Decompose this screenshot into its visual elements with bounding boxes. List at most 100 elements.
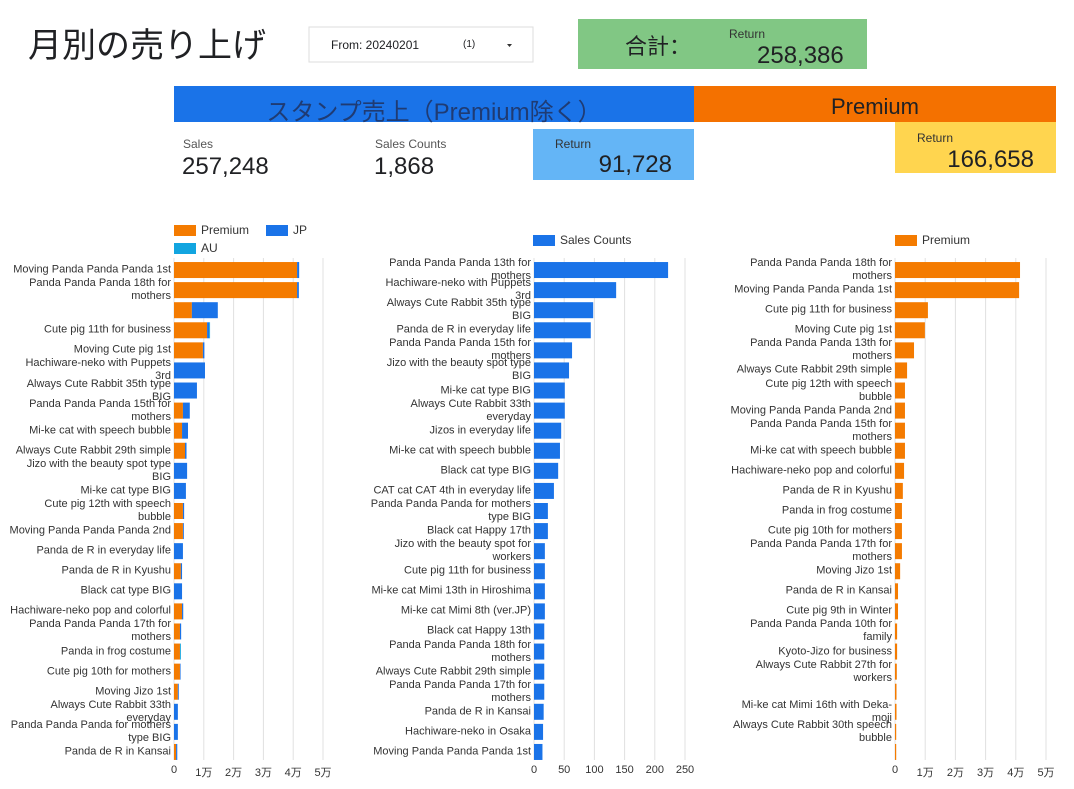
bar — [174, 382, 197, 399]
bar — [182, 402, 190, 419]
y-tick-label: Panda Panda Panda 18th for mothers — [389, 638, 531, 664]
stamp-section-title: スタンプ売上（Premium除く） — [266, 99, 602, 126]
x-tick-label: 2万 — [225, 767, 243, 779]
bar — [895, 342, 915, 359]
filter-label[interactable]: From: 20240201 — [331, 38, 420, 52]
y-tick-label: Panda Panda Panda 17th for mothers — [29, 618, 171, 644]
y-tick-label: Moving Panda Panda Panda 1st — [373, 745, 531, 758]
bar — [895, 382, 905, 399]
y-tick-label: Moving Panda Panda Panda 2nd — [9, 524, 171, 537]
bar — [895, 583, 899, 600]
x-tick-label: 2万 — [946, 767, 964, 779]
y-tick-label: Always Cute Rabbit 29th simple — [15, 444, 171, 457]
stamp-banner — [174, 86, 694, 122]
y-tick-label: Cute pig 9th in Winter — [786, 604, 892, 617]
scorecard-value: 166,658 — [947, 146, 1034, 173]
y-tick-label: Black cat Happy 17th — [427, 524, 531, 537]
y-tick-label: Panda Panda Panda for mothers type BIG — [10, 718, 171, 744]
bar — [534, 342, 573, 359]
y-tick-label: Panda Panda Panda 18th for mothers — [750, 257, 892, 283]
y-tick-label: Panda Panda Panda 17th for mothers — [389, 678, 531, 704]
bar — [534, 322, 591, 339]
filter-count[interactable]: (1) — [463, 39, 476, 50]
bar — [179, 663, 181, 680]
y-tick-label: Hachiware-neko with Puppets 3rd — [385, 277, 531, 303]
bar — [534, 402, 565, 419]
bar — [185, 442, 187, 459]
total-label: 合計： — [625, 34, 692, 59]
bar — [895, 743, 897, 760]
bar — [174, 563, 181, 580]
y-tick-label: Mi-ke cat Mimi 8th (ver.JP) — [400, 604, 531, 617]
bar — [895, 322, 925, 339]
bar — [534, 362, 570, 379]
bar — [895, 663, 897, 680]
bar — [182, 523, 184, 540]
bar — [174, 402, 183, 419]
bar — [895, 723, 897, 740]
y-tick-label: Moving Jizo 1st — [816, 564, 892, 577]
y-tick-label: Hachiware-neko with Puppets 3rd — [25, 357, 171, 383]
bar — [174, 623, 180, 640]
bar — [534, 382, 565, 399]
bar — [180, 563, 183, 580]
y-tick-label: Panda in frog costume — [60, 645, 171, 658]
y-tick-label: Always Cute Rabbit 30th speech bubble — [733, 718, 892, 744]
y-tick-label: Panda de R in Kyushu — [61, 564, 171, 577]
bar — [174, 743, 177, 760]
premium-banner — [694, 86, 1056, 122]
legend-swatch — [266, 225, 288, 236]
total-value: 258,386 — [757, 42, 844, 69]
stamp-return-box — [533, 129, 694, 180]
y-tick-label: Always Cute Rabbit 33th everyday — [50, 698, 171, 724]
y-tick-label: Always Cute Rabbit 27th for workers — [755, 658, 892, 684]
y-tick-label: Moving Panda Panda Panda 1st — [13, 263, 171, 276]
y-tick-label: Always Cute Rabbit 35th type BIG — [386, 297, 531, 323]
y-tick-label: Panda de R in everyday life — [396, 323, 531, 336]
bar — [895, 362, 908, 379]
bar — [182, 503, 185, 519]
bar — [297, 262, 300, 279]
bar — [895, 563, 901, 580]
bar — [895, 703, 897, 720]
filter-box[interactable] — [308, 26, 534, 63]
bar — [174, 703, 178, 720]
y-tick-label: Hachiware-neko in Osaka — [405, 725, 531, 738]
y-tick-label: Mi-ke cat with speech bubble — [29, 424, 171, 437]
y-tick-label: Moving Jizo 1st — [95, 685, 171, 698]
y-tick-label: Jizo with the beauty spot type BIG — [386, 357, 531, 383]
bar — [174, 603, 183, 620]
bar — [174, 442, 186, 459]
y-tick-label: Panda de R in Kansai — [424, 705, 531, 718]
bar — [534, 442, 560, 459]
x-tick-label: 200 — [645, 764, 664, 776]
bar — [534, 643, 545, 660]
x-tick-label: 150 — [615, 764, 634, 776]
bar — [534, 603, 545, 620]
bar — [534, 302, 594, 319]
bar — [174, 302, 192, 319]
bar — [174, 282, 298, 299]
y-tick-label: Mi-ke cat Mimi 13th in Hiroshima — [371, 584, 531, 597]
bar — [895, 462, 905, 479]
bar — [895, 503, 902, 519]
x-tick-label: 0 — [170, 764, 178, 776]
total-box — [578, 19, 867, 69]
scorecard-value: 257,248 — [182, 153, 269, 180]
y-tick-label: Panda Panda Panda 15th for mothers — [389, 337, 531, 363]
bar — [534, 583, 545, 600]
y-tick-label: Panda de R in Kansai — [64, 745, 171, 758]
bar — [174, 262, 298, 279]
bar — [534, 282, 617, 299]
premium-return-box — [895, 122, 1056, 173]
scorecard-label: Return — [917, 131, 954, 145]
legend-label: JP — [293, 223, 308, 237]
y-tick-label: Panda de R in Kyushu — [782, 484, 892, 497]
y-tick-label: Panda de R in Kansai — [785, 584, 892, 597]
bar — [534, 623, 545, 640]
legend-label: Premium — [922, 233, 971, 247]
bar — [534, 462, 559, 479]
dropdown-arrow[interactable] — [507, 44, 512, 47]
y-tick-label: Black cat type BIG — [440, 464, 531, 477]
x-tick-label: 250 — [675, 764, 695, 776]
